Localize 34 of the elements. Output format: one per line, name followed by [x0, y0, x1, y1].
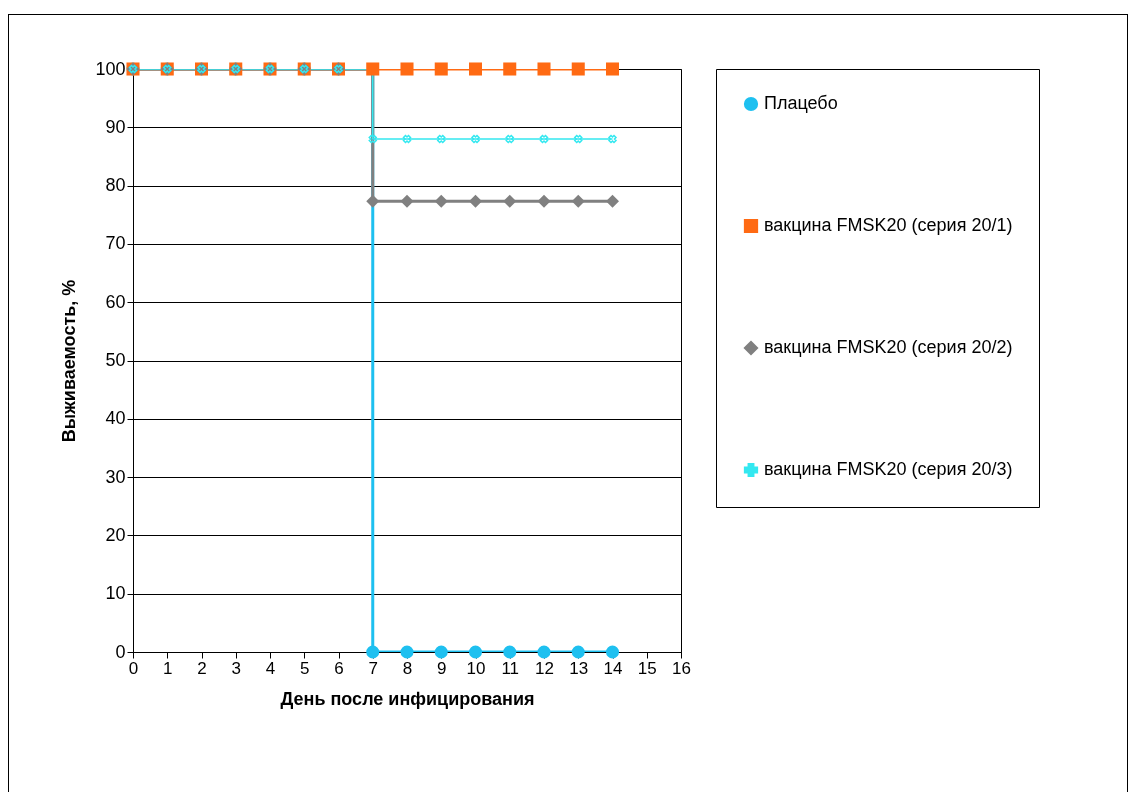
y-tick-label: 90 — [105, 116, 126, 137]
x-tick-label: 0 — [128, 658, 139, 678]
x-tick-label: 14 — [603, 658, 623, 678]
x-tick-label: 4 — [265, 658, 276, 678]
x-tick-label: 9 — [437, 658, 447, 678]
y-tick-label: 20 — [105, 524, 126, 545]
y-tick-label: 50 — [105, 350, 126, 370]
legend-label: вакцина FMSK20 (серия 20/3) — [764, 459, 1013, 479]
x-tick-label: 7 — [368, 658, 378, 678]
x-tick-label: 11 — [501, 658, 520, 678]
y-tick-label: 80 — [105, 175, 126, 196]
x-tick-label: 8 — [402, 658, 413, 678]
y-tick-label: 60 — [105, 291, 126, 312]
x-tick-label: 1 — [163, 658, 173, 678]
y-tick-label: 10 — [105, 583, 126, 604]
y-axis-title: Выживаемость, % — [59, 279, 80, 443]
y-tick-label: 40 — [105, 408, 126, 429]
legend-label: вакцина FMSK20 (серия 20/1) — [764, 215, 1013, 235]
legend-label: Плацебо — [764, 93, 838, 113]
y-tick-label: 70 — [105, 233, 126, 254]
x-tick-label: 15 — [637, 658, 657, 678]
x-tick-label: 10 — [466, 658, 486, 678]
y-tick-label: 100 — [95, 58, 126, 79]
x-tick-label: 2 — [197, 658, 207, 678]
x-tick-label: 5 — [300, 658, 310, 678]
x-axis-title: День после инфицирования — [280, 688, 535, 709]
x-tick-label: 12 — [535, 658, 554, 678]
x-tick-label: 16 — [672, 658, 691, 678]
x-tick-label: 3 — [231, 658, 241, 678]
y-tick-label: 30 — [105, 466, 126, 487]
x-tick-label: 13 — [569, 658, 589, 678]
y-tick-label: 0 — [115, 641, 126, 662]
legend-label: вакцина FMSK20 (серия 20/2) — [764, 337, 1013, 357]
x-tick-label: 6 — [334, 658, 344, 678]
